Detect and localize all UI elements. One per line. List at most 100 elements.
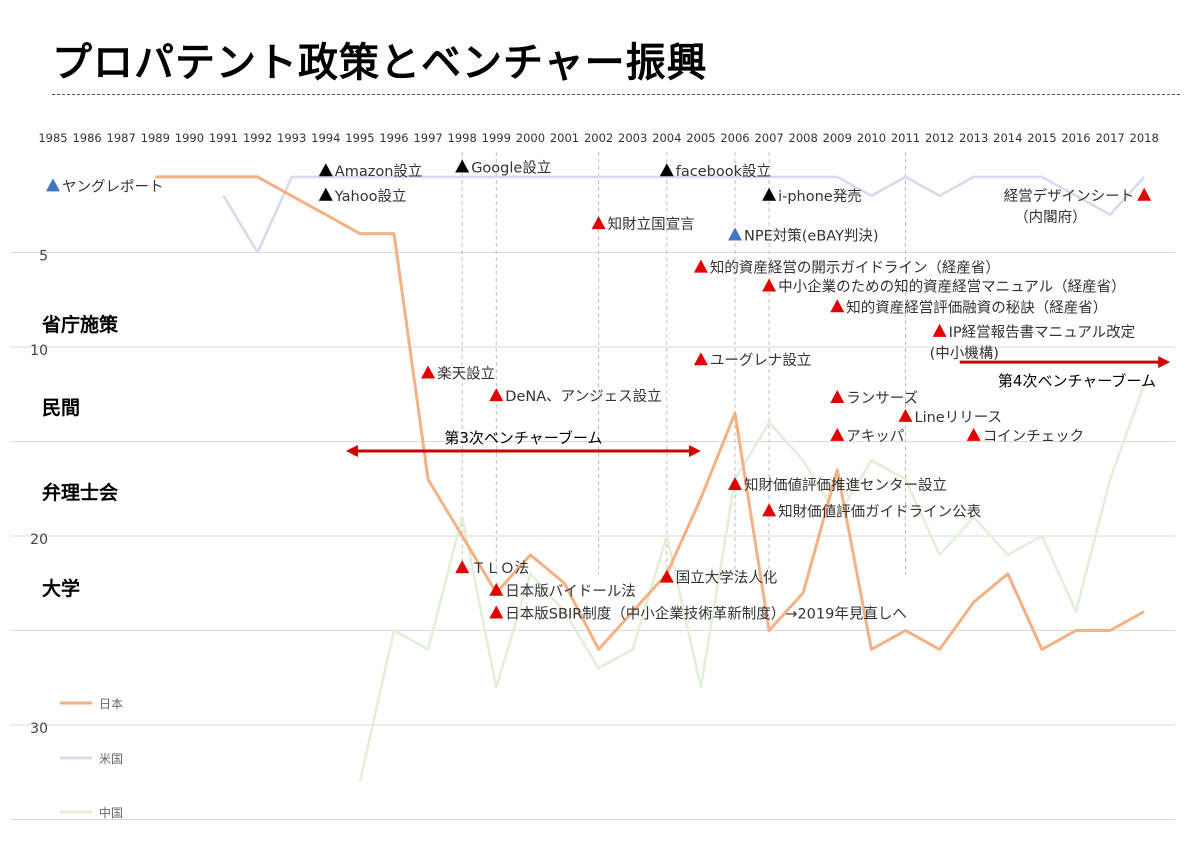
y-tick-label: 20	[30, 532, 48, 548]
event-marker	[693, 259, 708, 273]
event-label: IP経営報告書マニュアル改定	[949, 324, 1136, 341]
category-patent-attorneys: 弁理士会	[42, 482, 119, 504]
event-marker	[318, 163, 333, 177]
x-tick-label: 2016	[1061, 131, 1090, 145]
event-label: コインチェック	[983, 428, 1084, 445]
x-tick-label: 2013	[959, 131, 988, 145]
event-label: ＴＬＯ法	[471, 560, 529, 577]
x-tick-label: 2012	[925, 131, 954, 145]
x-tick-label: 2005	[686, 131, 715, 145]
event-label: i-phone発売	[778, 188, 862, 205]
series-line	[155, 175, 1145, 651]
category-ministry: 省庁施策	[42, 314, 119, 336]
event-marker	[455, 560, 470, 574]
x-tick-label: 2007	[754, 131, 783, 145]
x-tick-label: 1994	[311, 131, 340, 145]
event-label: NPE対策(eBAY判決)	[744, 227, 879, 244]
event-label: ランサーズ	[846, 390, 918, 407]
boom-label: 第3次ベンチャーブーム	[444, 429, 602, 447]
event-label: Lineリリース	[915, 410, 1003, 426]
arrow-head	[345, 444, 358, 457]
x-tick-label: 1996	[379, 131, 408, 145]
x-tick-label: 2010	[857, 131, 886, 145]
event-marker	[762, 187, 777, 201]
event-label: facebook設立	[676, 163, 771, 180]
category-private: 民間	[42, 397, 81, 419]
category-university: 大学	[42, 578, 81, 600]
event-label-line2: （内閣府）	[1014, 209, 1086, 226]
event-label: 中小企業のための知的資産経営マニュアル（経産省）	[778, 278, 1126, 296]
event-label: 国立大学法人化	[676, 570, 778, 587]
series-line	[358, 384, 1146, 782]
x-tick-label: 2001	[550, 131, 579, 145]
x-tick-label: 1992	[243, 131, 272, 145]
event-marker	[318, 187, 333, 201]
x-tick-label: 2011	[891, 131, 920, 145]
x-tick-label: 1986	[72, 131, 101, 145]
x-tick-label: 1987	[107, 131, 136, 145]
event-label: 知的資産経営の開示ガイドライン（経産省）	[710, 260, 1000, 277]
event-marker	[591, 216, 606, 230]
event-marker	[1137, 187, 1152, 201]
x-tick-label: 1993	[277, 131, 306, 145]
x-tick-label: 2008	[789, 131, 818, 145]
event-marker	[659, 163, 674, 177]
x-tick-label: 2017	[1095, 131, 1124, 145]
x-tick-label: 1989	[141, 131, 170, 145]
x-tick-label: 1990	[175, 131, 204, 145]
event-marker	[830, 299, 845, 313]
event-marker	[455, 159, 470, 173]
event-marker	[693, 352, 708, 366]
event-label: ヤングレポート	[62, 178, 164, 195]
event-label: ユーグレナ設立	[710, 352, 812, 369]
event-label: Amazon設立	[335, 163, 423, 180]
event-marker	[728, 476, 742, 490]
x-tick-label: 1985	[38, 131, 67, 145]
y-tick-label: 5	[39, 249, 48, 265]
legend-label: 米国	[99, 752, 123, 766]
event-label: Google設立	[471, 159, 551, 176]
event-label: アキッパ	[846, 428, 904, 445]
event-label-line2: (中小機構)	[930, 345, 999, 362]
x-tick-label: 2009	[823, 131, 852, 145]
x-tick-label: 2003	[618, 131, 647, 145]
x-tick-label: 2014	[993, 131, 1022, 145]
event-label: 日本版SBIR制度（中小企業技術革新制度）→2019年見直しへ	[505, 604, 907, 622]
event-label: DeNA、アンジェス設立	[505, 388, 661, 405]
x-tick-label: 1995	[345, 131, 374, 145]
event-marker	[830, 427, 845, 441]
event-marker	[46, 178, 60, 192]
event-marker	[762, 503, 777, 517]
arrow-head	[1158, 356, 1171, 369]
series-line	[222, 175, 1146, 254]
x-tick-label: 2000	[516, 131, 545, 145]
event-marker	[898, 408, 913, 422]
x-tick-label: 1999	[482, 131, 511, 145]
event-marker	[489, 388, 504, 402]
event-label: 日本版バイドール法	[505, 583, 636, 600]
legend-label: 中国	[99, 805, 123, 820]
event-label: 経営デザインシート	[1004, 187, 1135, 205]
page-title: プロパテント政策とベンチャー振興	[52, 40, 708, 86]
x-tick-label: 2004	[652, 131, 681, 145]
event-marker	[421, 365, 436, 379]
event-marker	[489, 582, 504, 596]
event-label: 知財価値評価ガイドライン公表	[778, 503, 981, 520]
x-tick-label: 2018	[1130, 131, 1159, 145]
y-tick-label: 30	[30, 721, 48, 737]
event-label: 楽天設立	[437, 365, 495, 382]
x-tick-label: 1997	[413, 131, 442, 145]
legend-label: 日本	[99, 697, 123, 711]
boom-label: 第4次ベンチャーブーム	[998, 372, 1156, 390]
event-marker	[489, 605, 504, 619]
event-marker	[728, 227, 742, 241]
event-label: 知財価値評価推進センター設立	[744, 477, 947, 494]
event-marker	[762, 278, 777, 292]
event-label: 知的資産経営評価融資の秘訣（経産省）	[846, 299, 1107, 316]
y-tick-label: 10	[30, 343, 48, 359]
event-label: Yahoo設立	[334, 188, 407, 205]
event-marker	[932, 323, 947, 337]
x-tick-label: 1998	[448, 131, 477, 145]
x-tick-label: 1991	[209, 131, 238, 145]
